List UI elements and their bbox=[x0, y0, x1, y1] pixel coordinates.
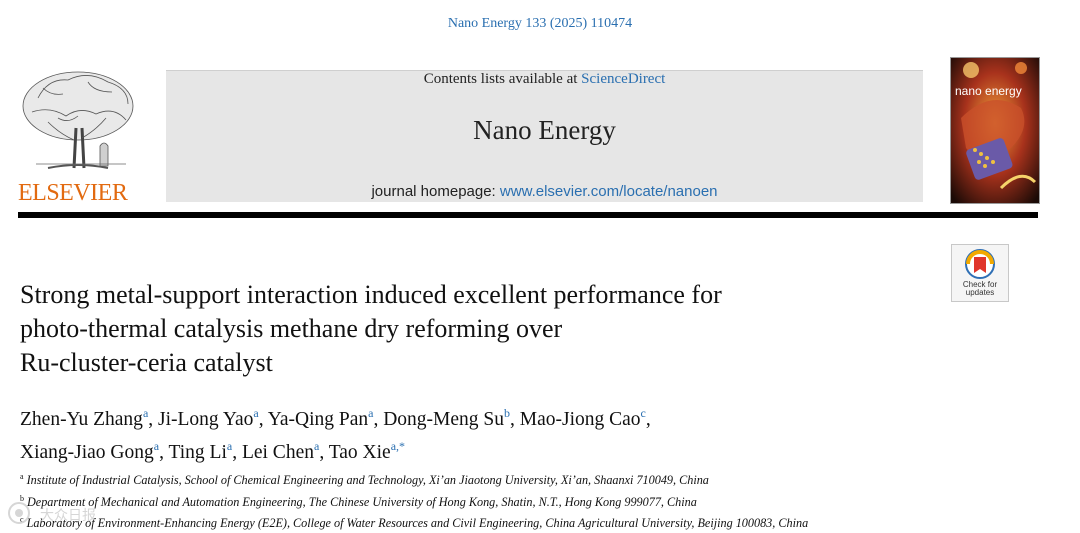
contents-prefix: Contents lists available at bbox=[423, 71, 582, 87]
affiliation-text: Laboratory of Environment-Enhancing Ener… bbox=[26, 516, 809, 530]
author-affiliation-mark[interactable]: a bbox=[313, 439, 320, 453]
title-line: photo-thermal catalysis methane dry refo… bbox=[20, 314, 563, 343]
cover-art-icon bbox=[951, 58, 1039, 203]
journal-cover-image[interactable]: nano energy bbox=[950, 57, 1040, 204]
affiliation-key: a bbox=[20, 472, 24, 481]
author-affiliation-mark[interactable]: b bbox=[504, 406, 511, 420]
author-name[interactable]: Ya-Qing Pan bbox=[267, 409, 369, 430]
author-name[interactable]: Xiang-Jiao Gong bbox=[20, 442, 154, 463]
author-affiliation-mark[interactable]: a bbox=[368, 406, 374, 420]
author-name[interactable]: Ting Li bbox=[168, 442, 227, 463]
author-affiliation-mark[interactable]: a,* bbox=[390, 439, 406, 453]
elsevier-wordmark: ELSEVIER bbox=[18, 180, 128, 206]
watermark: 大众日报 bbox=[6, 500, 96, 526]
homepage-line: journal homepage: www.elsevier.com/locat… bbox=[166, 183, 923, 200]
article-title: Strong metal-support interaction induced… bbox=[20, 278, 920, 380]
elsevier-logo[interactable]: ELSEVIER bbox=[18, 68, 138, 206]
affiliation-text: Department of Mechanical and Automation … bbox=[27, 494, 697, 509]
author-line: Xiang-Jiao Gonga, Ting Lia, Lei Chena, T… bbox=[20, 439, 406, 463]
author-affiliation-mark[interactable]: a bbox=[253, 406, 259, 420]
affiliation-item: a Institute of Industrial Catalysis, Scho… bbox=[20, 468, 1060, 490]
author-name[interactable]: Tao Xie bbox=[328, 442, 391, 463]
affiliation-key: b bbox=[20, 493, 24, 503]
journal-header-band: Contents lists available at ScienceDirec… bbox=[166, 70, 923, 202]
journal-homepage-link[interactable]: www.elsevier.com/locate/nanoen bbox=[499, 183, 718, 200]
check-updates-line2: updates bbox=[965, 288, 995, 297]
cover-title: nano energy bbox=[955, 84, 1022, 98]
author-name[interactable]: Lei Chen bbox=[241, 442, 314, 463]
sciencedirect-link[interactable]: ScienceDirect bbox=[581, 71, 666, 87]
check-for-updates-button[interactable]: Check for updates bbox=[951, 244, 1009, 302]
check-updates-label: Check for updates bbox=[952, 281, 1008, 297]
author-name[interactable]: Ji-Long Yao bbox=[158, 409, 254, 430]
watermark-logo-icon bbox=[8, 502, 30, 524]
affiliation-text: Institute of Industrial Catalysis, Schoo… bbox=[26, 473, 709, 487]
contents-line: Contents lists available at ScienceDirec… bbox=[166, 71, 923, 88]
author-name[interactable]: Zhen-Yu Zhang bbox=[20, 409, 143, 430]
affiliation-item: c Laboratory of Environment-Enhancing Ene… bbox=[20, 511, 1060, 533]
affiliation-key: c bbox=[20, 515, 24, 524]
author-affiliation-mark[interactable]: a bbox=[226, 439, 233, 453]
check-updates-icon bbox=[965, 249, 995, 279]
homepage-prefix: journal homepage: bbox=[371, 183, 500, 200]
author-line: Zhen-Yu Zhanga, Ji-Long Yaoa, Ya-Qing Pa… bbox=[20, 406, 651, 430]
author-name[interactable]: Dong-Meng Su bbox=[383, 409, 505, 430]
author-name[interactable]: Mao-Jiong Cao bbox=[519, 409, 641, 430]
author-affiliation-mark[interactable]: a bbox=[142, 406, 149, 420]
title-line: Strong metal-support interaction induced… bbox=[20, 280, 722, 309]
journal-citation[interactable]: Nano Energy 133 (2025) 110474 bbox=[447, 16, 633, 31]
check-updates-line1: Check for bbox=[962, 280, 998, 289]
elsevier-tree-icon bbox=[22, 71, 134, 169]
header-divider bbox=[18, 212, 1038, 218]
journal-name: Nano Energy bbox=[473, 115, 616, 145]
author-list: Zhen-Yu Zhanga, Ji-Long Yaoa, Ya-Qing Pa… bbox=[20, 400, 1060, 466]
watermark-text: 大众日报 bbox=[40, 507, 96, 523]
author-affiliation-mark[interactable]: c bbox=[640, 406, 646, 420]
affiliation-list: a Institute of Industrial Catalysis, Scho… bbox=[20, 468, 1060, 533]
affiliation-item: b Department of Mechanical and Automation… bbox=[20, 490, 1060, 512]
author-affiliation-mark[interactable]: a bbox=[153, 439, 160, 453]
title-line: Ru-cluster-ceria catalyst bbox=[20, 348, 273, 377]
